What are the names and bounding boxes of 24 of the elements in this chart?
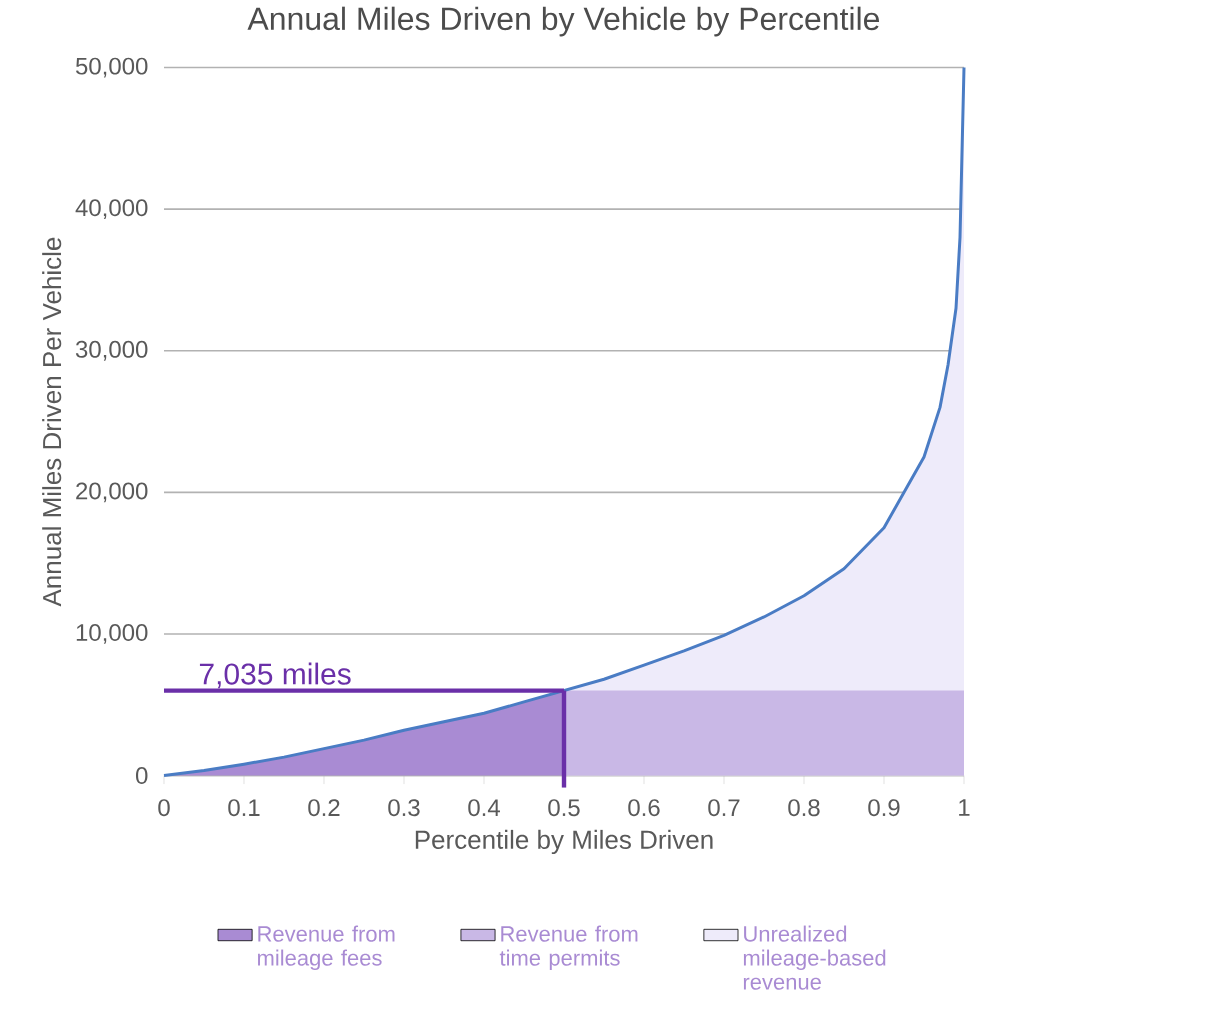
x-tick-label: 0.8	[788, 799, 820, 817]
x-tick-label: 0.4	[468, 799, 500, 817]
y-tick-label: 0	[135, 767, 148, 785]
x-tick-label: 0.7	[708, 799, 740, 817]
y-axis-title: Annual Miles Driven Per Vehicle	[42, 238, 62, 607]
x-tick-label: 0.3	[388, 799, 420, 817]
legend-label: Revenue from time permits	[499, 925, 638, 971]
y-tick-label: 30,000	[75, 341, 148, 361]
x-tick-label: 0	[158, 799, 170, 817]
legend-label: Revenue from mileage fees	[258, 925, 395, 971]
x-tick-label: 0.1	[228, 799, 260, 817]
y-tick-label: 10,000	[76, 624, 148, 645]
x-tick-label: 0.6	[628, 799, 660, 817]
x-tick-label: 0.9	[868, 799, 900, 817]
y-tick-label: 50,000	[75, 57, 148, 78]
x-tick-label: 0.5	[548, 799, 580, 817]
y-tick-label: 40,000	[75, 199, 148, 220]
y-tick-label: 20,000	[76, 482, 148, 503]
x-axis-title: Percentile by Miles Driven	[415, 830, 713, 855]
chart-title: Annual Miles Driven by Vehicle by Percentile	[247, 6, 880, 37]
legend-label: Unrealized mileage-based revenue	[743, 925, 886, 990]
x-tick-label: 0.2	[308, 799, 340, 817]
x-tick-label: 1	[959, 799, 970, 816]
annotation: 7,035 miles	[199, 662, 351, 689]
